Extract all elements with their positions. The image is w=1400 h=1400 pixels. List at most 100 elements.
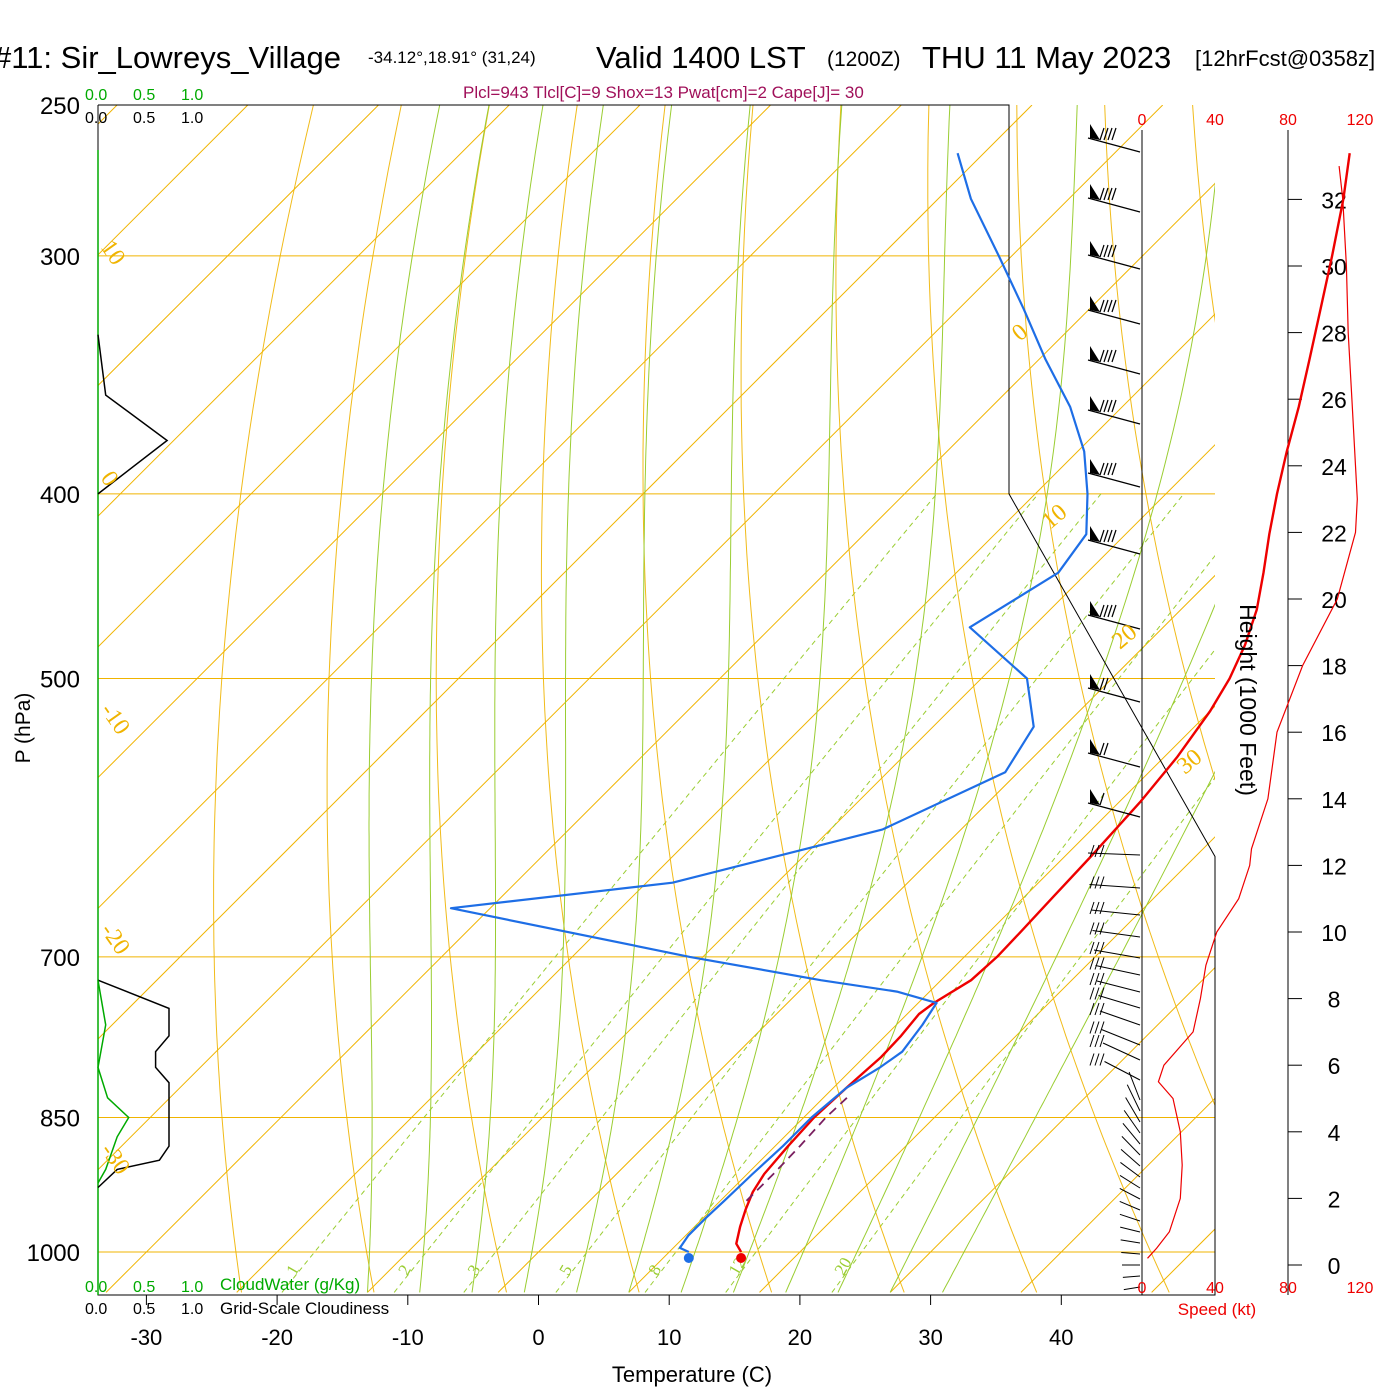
cloudwater-profile [97,980,130,1184]
wind-barb [1089,972,1141,993]
isotherm-label: 30 [1172,744,1207,779]
sounding-series [449,152,1351,1263]
dry-adiabat-lines [213,105,1215,1293]
dry-adiabat-line [540,105,640,1293]
dry-adiabat-line [326,105,402,1293]
height-tick-label: 10 [1321,920,1347,946]
mixing-ratio-line [393,493,1039,1293]
cloudwater-label: CloudWater (g/Kg) [220,1275,360,1294]
isotherm-label: 10 [1037,499,1072,534]
surface-temperature-dot [736,1253,747,1263]
height-tick-label: 4 [1328,1120,1341,1146]
wind-barb [1089,941,1141,959]
cloudiness-tick-top-1: 0.5 [133,110,155,127]
x-tick-label: 20 [788,1325,812,1350]
speed-tick-bottom-1: 40 [1206,1280,1224,1297]
cloudwater-tick-top-2: 1.0 [181,87,203,104]
dry-adiabat-line [435,105,507,1293]
speed-tick-bottom-0: 0 [1138,1280,1147,1297]
wind-barb [1120,1162,1141,1178]
wind-speed-line [1147,166,1358,1259]
wind-barb [1087,601,1141,630]
speed-tick-top-3: 120 [1347,112,1374,129]
wind-barb [1089,901,1141,916]
valid-utc: (1200Z) [827,48,901,71]
height-tick-label: 0 [1328,1253,1341,1279]
pressure-tick-label: 850 [40,1106,80,1133]
height-tick-label: 14 [1321,787,1347,813]
speed-tick-top-0: 0 [1138,112,1147,129]
x-tick-label: 10 [657,1325,681,1350]
height-tick-label: 22 [1321,520,1347,546]
wind-barb [1123,1286,1141,1291]
height-tick-label: 20 [1321,587,1347,613]
station-coords: -34.12°,18.91° (31,24) [368,48,536,67]
cloudiness-tick-bottom-2: 1.0 [181,1301,203,1318]
wind-barb [1123,1110,1141,1134]
speed-tick-top-2: 80 [1279,112,1297,129]
station-title: #11: Sir_Lowreys_Village [0,40,341,75]
wind-barb [1089,1002,1141,1026]
mixing-ratio-label: 8 [644,1262,665,1279]
dry-adiabat-line [1192,105,1215,324]
height-tick-label: 2 [1328,1186,1341,1212]
wind-speed-profile [1147,166,1358,1259]
wind-barb [1128,1071,1141,1101]
pressure-tick-label: 500 [40,667,80,694]
x-tick-label: 30 [918,1325,942,1350]
cloudwater-tick-top-0: 0.0 [85,87,107,104]
isotherm-line [105,182,1215,1293]
moist-adiabat-line [366,105,441,1293]
dry-adiabat-line [927,105,1170,1293]
moist-adiabat-line [889,603,1215,1293]
moist-adiabat-line [471,105,544,1293]
isotherm-line [1151,1228,1215,1293]
mixing-ratio-line [725,648,1215,1293]
isotherm-line [1020,1097,1215,1293]
speed-tick-top-1: 40 [1206,112,1224,129]
wind-barb [1126,1084,1141,1112]
pressure-tick-label: 1000 [27,1240,80,1267]
pressure-tick-label: 700 [40,945,80,972]
x-tick-label: 0 [532,1325,544,1350]
isotherm-line [1282,105,1400,1292]
mixing-ratio-line [281,493,938,1293]
wind-barb [1087,459,1141,488]
wind-barb [1087,396,1141,425]
height-tick-label: 18 [1321,654,1347,680]
isotherm-line [98,105,1164,1171]
wind-barb [1122,1123,1141,1145]
pressure-tick-label: 300 [40,244,80,271]
wind-barb [1089,922,1141,938]
wind-barb [1125,1097,1141,1123]
valid-time: Valid 1400 LST [596,40,806,75]
parcel-line [745,1097,848,1202]
cloudwater-tick-bottom-0: 0.0 [85,1279,107,1296]
speed-label: Speed (kt) [1178,1300,1256,1319]
cloudwater-tick-top-1: 0.5 [133,87,155,104]
moist-adiabat-line [419,105,490,1293]
valid-date: THU 11 May 2023 [922,40,1171,75]
cloudiness-label: Grid-Scale Cloudiness [220,1299,389,1318]
height-tick-label: 16 [1321,720,1347,746]
wind-barb [1089,1034,1141,1061]
height-tick-label: 24 [1321,454,1347,480]
isotherm-line [98,105,771,779]
wind-barb [1120,1226,1141,1233]
speed-tick-bottom-3: 120 [1347,1280,1374,1297]
x-tick-label: -10 [392,1325,424,1350]
x-tick-label: -30 [131,1325,163,1350]
wind-barb [1087,789,1141,818]
wind-barb [1121,1136,1141,1156]
cloudiness-tick-bottom-1: 0.5 [133,1301,155,1318]
pressure-tick-label: 400 [40,482,80,509]
isotherm-label: -30 [95,1139,135,1180]
surface-dewpoint-dot [683,1253,694,1263]
height-tick-label: 26 [1321,387,1347,413]
isotherm-label: 10 [95,236,130,271]
wind-barb [1087,346,1141,375]
height-tick-label: 28 [1321,321,1347,347]
moist-adiabat-line [837,181,1215,1293]
